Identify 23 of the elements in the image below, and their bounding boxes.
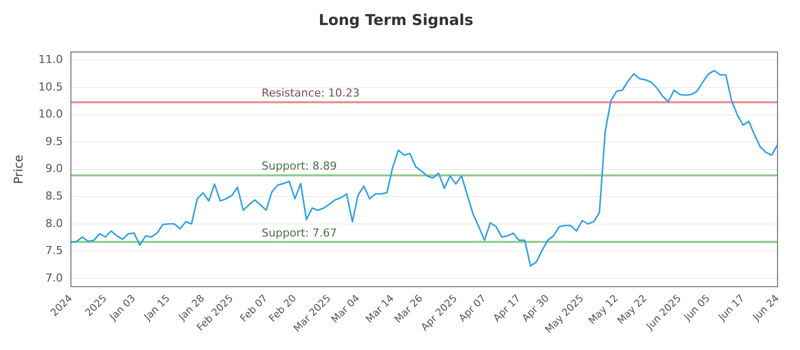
x-tick-label: Mar 04 xyxy=(330,293,362,326)
x-tick-label: Apr 30 xyxy=(520,293,552,324)
y-tick-label: 9.5 xyxy=(45,134,63,148)
x-tick-label: Jan 15 xyxy=(142,293,173,324)
x-tick-label: Jun 17 xyxy=(716,293,747,324)
x-tick-label: Apr 17 xyxy=(492,293,523,324)
x-tick-label: Jun 05 xyxy=(682,293,713,324)
y-tick-label: 9.0 xyxy=(45,162,63,176)
y-axis-title: Price xyxy=(11,154,26,184)
y-tick-label: 7.0 xyxy=(45,271,63,284)
y-tick-label: 11.0 xyxy=(38,53,63,66)
chart-title: Long Term Signals xyxy=(318,10,474,29)
ref-line-label: Resistance: 10.23 xyxy=(262,86,360,100)
y-tick-label: 10.5 xyxy=(38,80,63,94)
ref-line-label: Support: 7.67 xyxy=(262,226,337,240)
y-tick-label: 8.0 xyxy=(45,216,63,230)
y-tick-label: 7.5 xyxy=(45,244,63,258)
y-tick-label: 10.0 xyxy=(38,108,63,121)
x-tick-label: Apr 07 xyxy=(457,293,488,324)
x-tick-label: Jun 24 xyxy=(750,293,782,324)
ref-line-label: Support: 8.89 xyxy=(262,160,337,173)
y-tick-label: 8.5 xyxy=(45,189,63,202)
x-tick-label: Jan 03 xyxy=(107,293,138,324)
